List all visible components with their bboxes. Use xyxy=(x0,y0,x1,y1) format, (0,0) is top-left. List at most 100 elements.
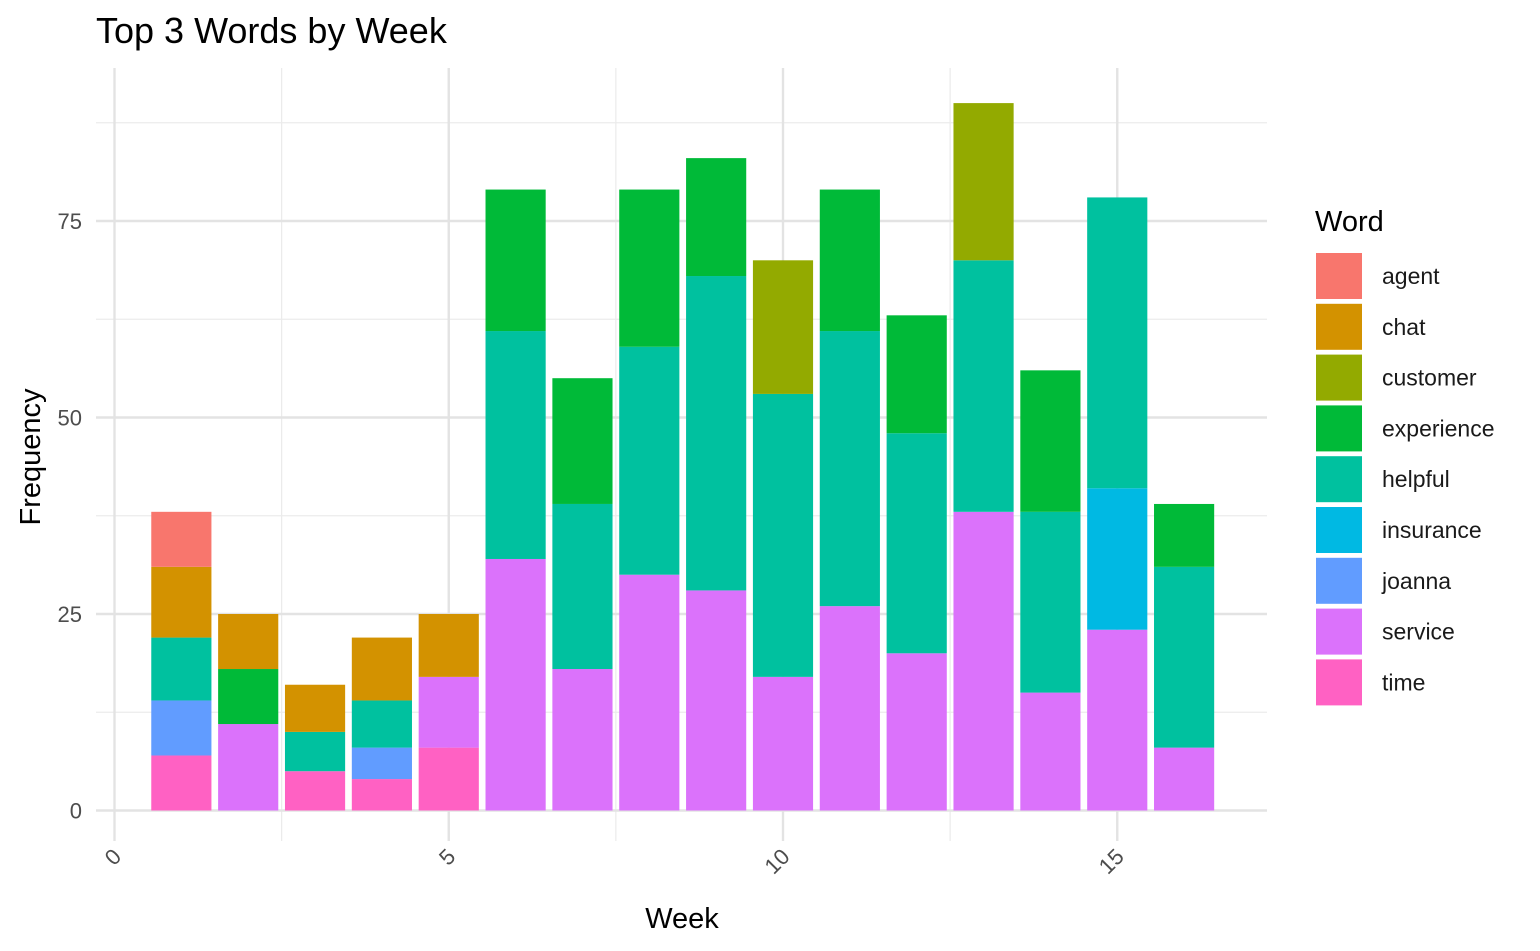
y-tick-label: 50 xyxy=(58,406,82,431)
legend-item-time: time xyxy=(1316,659,1425,706)
bar-segment-helpful xyxy=(752,393,814,677)
legend-item-insurance: insurance xyxy=(1316,507,1482,553)
legend-item-helpful: helpful xyxy=(1316,456,1450,503)
bar-week-4 xyxy=(351,637,412,811)
bar-segment-chat xyxy=(218,614,279,670)
legend-label: helpful xyxy=(1382,466,1450,492)
bar-segment-chat xyxy=(418,614,479,677)
bar-segment-customer xyxy=(752,260,814,394)
bar-segment-chat xyxy=(284,684,346,732)
legend-swatch xyxy=(1316,303,1362,350)
bar-segment-service xyxy=(686,590,747,811)
bar-segment-service xyxy=(752,676,814,811)
legend-swatch xyxy=(1316,354,1362,401)
bar-segment-joanna xyxy=(151,700,212,756)
bar-segment-experience xyxy=(819,189,880,332)
bar-segment-agent xyxy=(151,511,212,567)
bar-segment-experience xyxy=(886,315,947,434)
legend-title: Word xyxy=(1315,206,1384,238)
bar-segment-service xyxy=(218,724,279,811)
bar-segment-experience xyxy=(1020,370,1081,512)
bar-week-2 xyxy=(218,614,279,811)
y-tick-label: 0 xyxy=(70,799,82,824)
bar-segment-helpful xyxy=(1087,197,1148,489)
bar-segment-helpful xyxy=(284,731,346,772)
bar-segment-helpful xyxy=(953,260,1014,512)
bar-week-6 xyxy=(485,189,546,811)
x-tick-label: 15 xyxy=(1094,844,1129,879)
x-tick-label: 5 xyxy=(434,844,460,870)
bar-week-3 xyxy=(284,684,346,811)
bar-segment-time xyxy=(418,747,479,811)
bar-segment-helpful xyxy=(819,331,880,607)
bar-segment-experience xyxy=(552,378,613,504)
legend-label: customer xyxy=(1382,365,1477,391)
bar-segment-helpful xyxy=(1020,511,1081,693)
bar-segment-experience xyxy=(619,189,680,347)
bar-segment-helpful xyxy=(686,276,747,591)
bar-segment-service xyxy=(1154,747,1215,811)
x-axis-title: Week xyxy=(645,903,719,935)
bar-segment-time xyxy=(151,755,212,811)
legend-label: chat xyxy=(1382,314,1426,340)
bar-week-15 xyxy=(1087,197,1148,811)
bar-segment-helpful xyxy=(1154,566,1215,748)
legend-swatch xyxy=(1316,507,1362,553)
legend-item-experience: experience xyxy=(1316,405,1495,452)
legend-item-service: service xyxy=(1316,608,1455,655)
bar-segment-service xyxy=(619,574,680,811)
bar-week-14 xyxy=(1020,370,1081,811)
legend-swatch xyxy=(1316,456,1362,503)
bar-week-9 xyxy=(686,158,747,811)
y-axis-title: Frequency xyxy=(15,388,47,526)
y-tick-label: 25 xyxy=(58,602,82,627)
bar-segment-service xyxy=(1087,629,1148,811)
legend-swatch xyxy=(1316,557,1362,604)
bar-segment-service xyxy=(1020,692,1081,811)
x-tick-label: 0 xyxy=(100,844,126,870)
bar-week-12 xyxy=(886,315,947,811)
bar-segment-helpful xyxy=(886,433,947,654)
bar-week-5 xyxy=(418,614,479,811)
bar-week-10 xyxy=(752,260,814,811)
bar-segment-helpful xyxy=(552,503,613,670)
legend-swatch xyxy=(1316,608,1362,655)
bar-segment-experience xyxy=(686,158,747,277)
legend-item-customer: customer xyxy=(1316,354,1477,401)
bar-week-13 xyxy=(953,103,1014,811)
bar-segment-time xyxy=(351,779,412,811)
legend-label: joanna xyxy=(1381,568,1451,594)
bar-segment-service xyxy=(953,511,1014,811)
bar-segment-helpful xyxy=(151,637,212,701)
bar-week-16 xyxy=(1154,503,1215,811)
bar-segment-helpful xyxy=(351,700,412,748)
bar-week-11 xyxy=(819,189,880,811)
bar-segment-service xyxy=(485,558,546,811)
bars xyxy=(151,103,1215,811)
bar-week-8 xyxy=(619,189,680,811)
bar-segment-service xyxy=(418,676,479,748)
bar-week-1 xyxy=(151,511,212,811)
y-axis-ticks: 0 25 50 75 xyxy=(58,209,82,824)
bar-segment-experience xyxy=(1154,503,1215,567)
legend: Word agent chat customer experience helpful i… xyxy=(1315,206,1495,706)
chart-title: Top 3 Words by Week xyxy=(96,10,448,51)
legend-label: agent xyxy=(1382,263,1440,289)
bar-segment-experience xyxy=(218,669,279,725)
bar-segment-experience xyxy=(485,189,546,332)
legend-label: insurance xyxy=(1382,517,1482,543)
bar-segment-customer xyxy=(953,103,1014,261)
legend-swatch xyxy=(1316,405,1362,452)
legend-items: agent chat customer experience helpful insura… xyxy=(1316,253,1495,706)
x-tick-label: 10 xyxy=(760,844,795,879)
bar-segment-service xyxy=(819,606,880,811)
legend-swatch xyxy=(1316,659,1362,706)
bar-segment-service xyxy=(552,669,613,811)
legend-label: service xyxy=(1382,619,1455,645)
bar-week-7 xyxy=(552,378,613,811)
legend-item-chat: chat xyxy=(1316,303,1426,350)
legend-label: experience xyxy=(1382,415,1495,441)
bar-segment-insurance xyxy=(1087,488,1148,630)
legend-label: time xyxy=(1382,669,1425,695)
